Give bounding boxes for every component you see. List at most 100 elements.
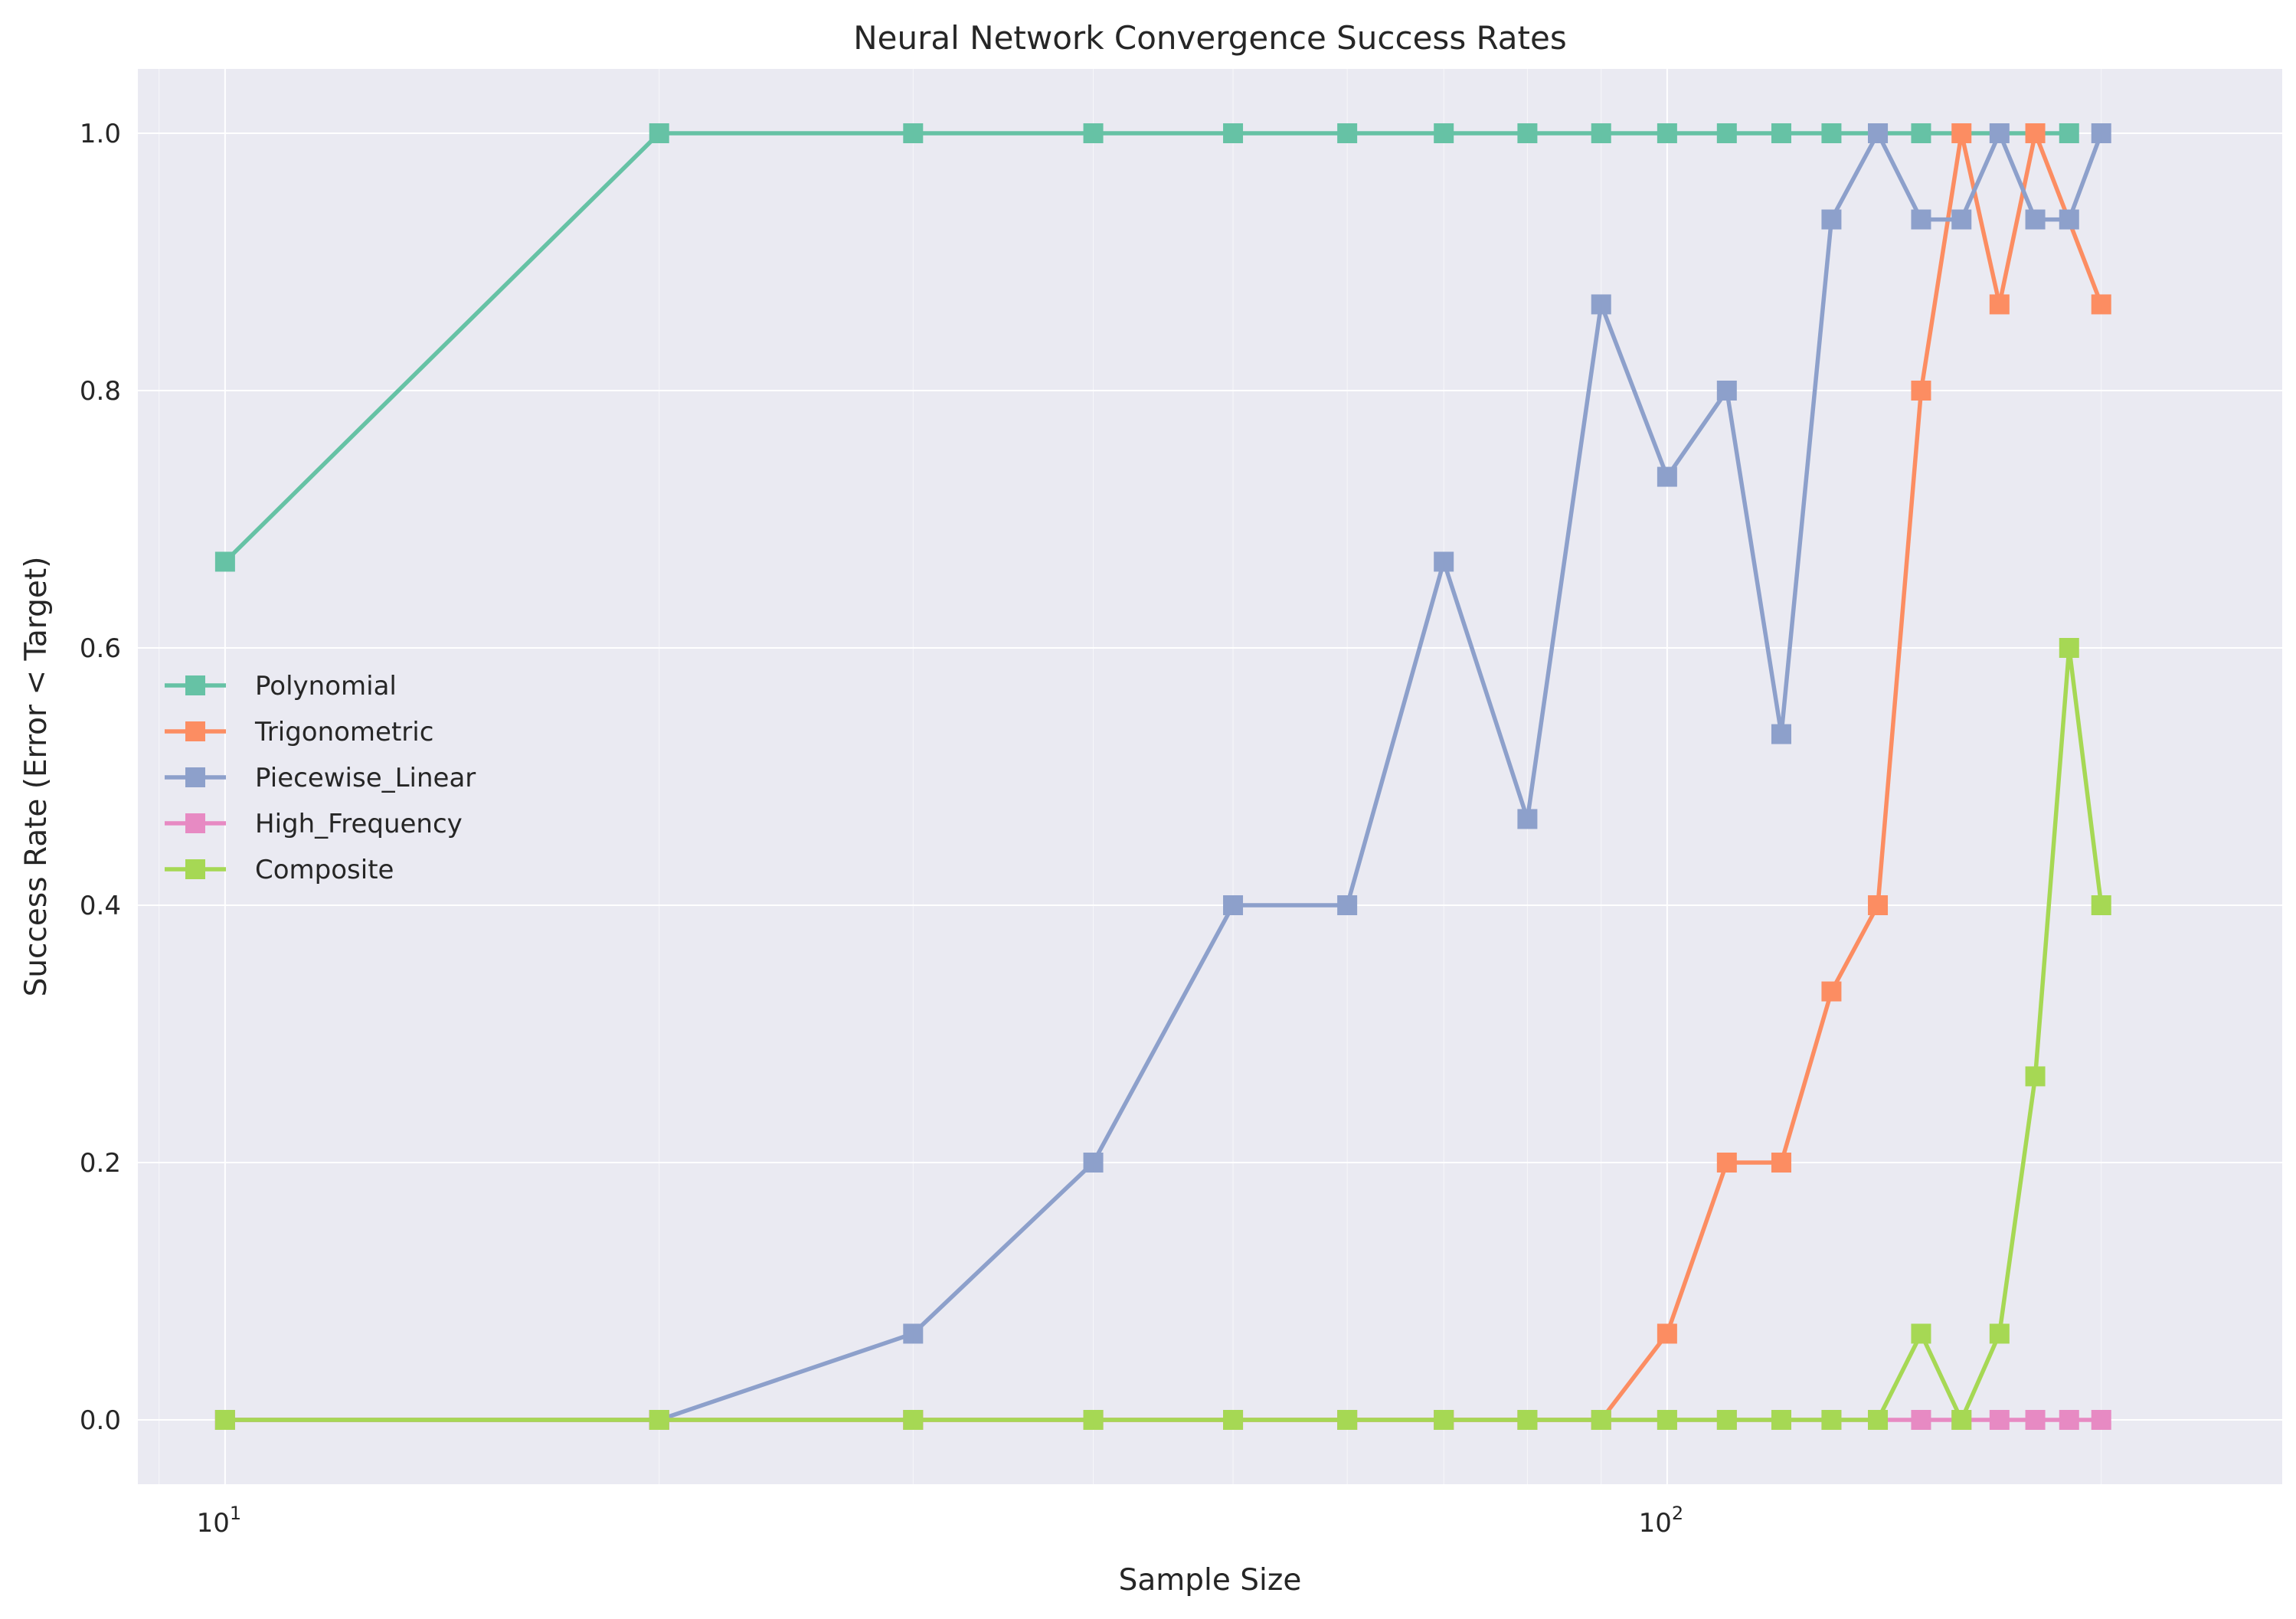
data-point-composite (1083, 1410, 1104, 1430)
y-tick-label: 0.2 (80, 1148, 121, 1179)
data-point-trigonometric (1657, 1323, 1677, 1344)
data-point-composite (2091, 895, 2111, 915)
data-point-polynomial (1821, 123, 1842, 143)
data-point-composite (1821, 1410, 1842, 1430)
data-point-piecewise-linear (1337, 895, 1358, 915)
data-point-composite (1591, 1410, 1611, 1430)
data-point-polynomial (1771, 123, 1791, 143)
legend-marker-high-frequency (185, 813, 205, 833)
data-point-piecewise-linear (1868, 123, 1889, 143)
y-axis-label: Success Rate (Error < Target) (19, 557, 54, 997)
data-point-trigonometric (1821, 981, 1842, 1002)
data-point-high-frequency (1911, 1410, 1931, 1430)
data-point-trigonometric (1951, 123, 1972, 143)
data-point-trigonometric (1868, 895, 1889, 915)
y-tick-label: 0.0 (80, 1405, 121, 1436)
data-point-piecewise-linear (1951, 209, 1972, 230)
data-point-composite (1989, 1323, 2010, 1344)
data-point-composite (1657, 1410, 1677, 1430)
series-line-piecewise-linear (224, 131, 2104, 1422)
data-point-composite (2059, 638, 2079, 658)
data-point-piecewise-linear (1771, 724, 1791, 744)
data-point-piecewise-linear (1223, 895, 1244, 915)
legend-label-trigonometric: Trigonometric (254, 717, 433, 747)
x-tick-label: 102 (1639, 1503, 1684, 1539)
legend: Polynomial Trigonometric Piecewise_Linear H… (165, 671, 476, 885)
x-tick-label: 101 (197, 1503, 242, 1539)
data-point-trigonometric (1989, 294, 2010, 315)
series-line-polynomial (223, 131, 2069, 564)
data-point-piecewise-linear (1083, 1153, 1104, 1173)
data-point-piecewise-linear (1434, 551, 1454, 572)
data-point-polynomial (649, 123, 669, 143)
y-tick-label: 0.8 (80, 376, 121, 407)
series-piecewise-linear (214, 123, 2111, 1430)
x-axis-label: Sample Size (1119, 1563, 1302, 1598)
legend-label-high-frequency: High_Frequency (255, 809, 463, 839)
ticks: 0.0 0.2 0.4 0.6 0.8 1.0 101 102 (80, 119, 1683, 1539)
data-point-piecewise-linear (903, 1323, 924, 1344)
y-tick-label: 1.0 (80, 119, 121, 149)
data-point-polynomial (1337, 123, 1358, 143)
data-point-piecewise-linear (1591, 294, 1611, 315)
chart-title: Neural Network Convergence Success Rates (853, 19, 1567, 57)
data-point-trigonometric (1771, 1153, 1791, 1173)
data-point-piecewise-linear (1657, 466, 1677, 487)
series-line-composite (224, 646, 2104, 1422)
data-point-composite (214, 1410, 235, 1430)
data-point-polynomial (1591, 123, 1611, 143)
data-point-polynomial (1434, 123, 1454, 143)
data-point-high-frequency (2025, 1410, 2046, 1430)
data-point-composite (2025, 1066, 2046, 1087)
data-point-piecewise-linear (2025, 209, 2046, 230)
data-point-polynomial (1911, 123, 1931, 143)
series-layer (214, 123, 2111, 1430)
data-point-composite (1337, 1410, 1358, 1430)
series-composite (214, 638, 2111, 1430)
data-point-piecewise-linear (1989, 123, 2010, 143)
data-point-piecewise-linear (2059, 209, 2079, 230)
data-point-polynomial (1083, 123, 1104, 143)
data-point-piecewise-linear (1716, 381, 1737, 401)
data-point-trigonometric (2091, 294, 2111, 315)
data-point-composite (1716, 1410, 1737, 1430)
data-point-composite (903, 1410, 924, 1430)
legend-label-piecewise-linear: Piecewise_Linear (255, 763, 476, 793)
data-point-composite (649, 1410, 669, 1430)
series-polynomial (214, 123, 2079, 572)
data-point-composite (1868, 1410, 1889, 1430)
data-point-piecewise-linear (2091, 123, 2111, 143)
legend-marker-trigonometric (185, 721, 205, 741)
data-point-composite (1911, 1323, 1931, 1344)
legend-marker-piecewise-linear (185, 767, 205, 787)
legend-marker-polynomial (185, 675, 205, 695)
data-point-composite (1771, 1410, 1791, 1430)
data-point-polynomial (1657, 123, 1677, 143)
data-point-polynomial (1223, 123, 1244, 143)
plot-background (138, 69, 2282, 1484)
data-point-composite (1223, 1410, 1244, 1430)
data-point-trigonometric (1716, 1153, 1737, 1173)
data-point-polynomial (903, 123, 924, 143)
data-point-polynomial (214, 551, 235, 572)
data-point-composite (1434, 1410, 1454, 1430)
legend-marker-composite (185, 859, 205, 879)
y-tick-label: 0.4 (80, 891, 121, 921)
data-point-composite (1951, 1410, 1972, 1430)
data-point-composite (1517, 1410, 1538, 1430)
data-point-polynomial (1716, 123, 1737, 143)
data-point-polynomial (1517, 123, 1538, 143)
grid (138, 69, 2282, 1484)
legend-label-polynomial: Polynomial (255, 671, 397, 702)
legend-label-composite: Composite (255, 855, 394, 885)
data-point-piecewise-linear (1821, 209, 1842, 230)
data-point-trigonometric (1911, 381, 1931, 401)
data-point-piecewise-linear (1517, 809, 1538, 829)
data-point-piecewise-linear (1911, 209, 1931, 230)
data-point-polynomial (2059, 123, 2079, 143)
y-tick-label: 0.6 (80, 633, 121, 664)
data-point-high-frequency (2091, 1410, 2111, 1430)
data-point-high-frequency (1989, 1410, 2010, 1430)
data-point-trigonometric (2025, 123, 2046, 143)
